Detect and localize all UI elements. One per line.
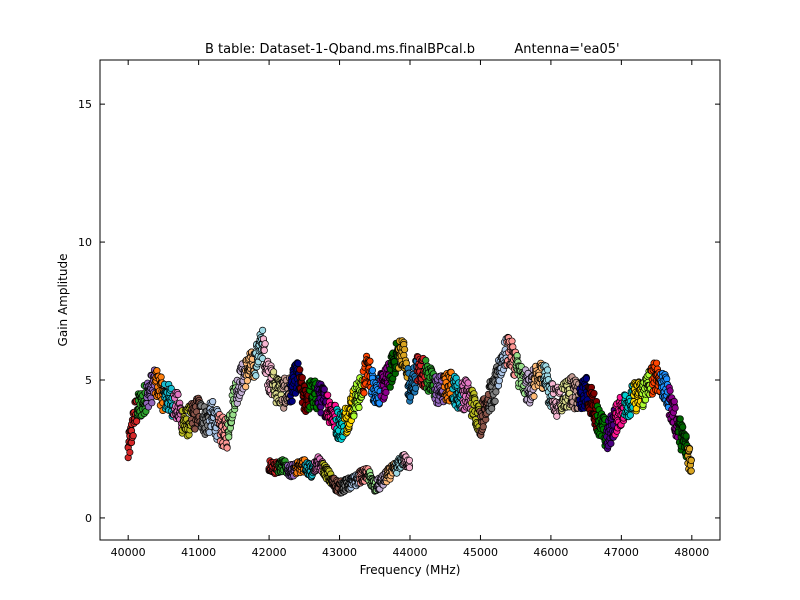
- data-point: [405, 464, 413, 472]
- x-tick-label: 48000: [674, 546, 709, 559]
- data-point: [491, 397, 499, 405]
- data-point: [252, 372, 260, 380]
- data-points: [124, 326, 695, 497]
- data-point: [543, 366, 552, 374]
- data-point: [653, 359, 661, 367]
- data-point: [324, 391, 332, 399]
- data-point: [671, 404, 679, 412]
- data-point: [148, 399, 156, 407]
- data-point: [259, 326, 267, 334]
- data-point: [223, 444, 231, 452]
- data-point: [422, 356, 430, 364]
- y-tick-label: 0: [85, 512, 92, 525]
- data-point: [242, 383, 250, 391]
- data-point: [582, 375, 590, 383]
- y-tick-label: 15: [78, 98, 92, 111]
- data-point: [350, 412, 358, 420]
- data-point: [488, 405, 496, 413]
- x-tick-label: 45000: [463, 546, 498, 559]
- data-point: [296, 366, 304, 374]
- data-point: [626, 411, 634, 419]
- data-point: [607, 439, 615, 447]
- data-point: [686, 445, 694, 453]
- data-point: [209, 398, 217, 406]
- x-tick-label: 42000: [252, 546, 287, 559]
- data-point: [530, 392, 538, 400]
- x-axis-label: Frequency (MHz): [360, 563, 461, 577]
- data-point: [508, 337, 516, 345]
- data-point: [464, 379, 472, 387]
- data-point: [412, 384, 420, 392]
- data-point: [288, 397, 296, 405]
- data-point: [320, 385, 328, 393]
- data-point: [298, 374, 306, 382]
- chart-title-antenna: Antenna='ea05': [514, 42, 619, 57]
- data-point: [260, 346, 268, 354]
- chart-title-table: B table: Dataset-1-Qband.ms.finalBPcal.b: [205, 42, 475, 57]
- data-point: [157, 373, 165, 381]
- data-point: [590, 389, 598, 397]
- data-point: [407, 393, 415, 401]
- data-point: [670, 397, 678, 406]
- data-point: [632, 405, 640, 413]
- data-point: [687, 456, 695, 464]
- data-point: [479, 423, 487, 431]
- data-point: [368, 366, 377, 374]
- data-point: [682, 432, 690, 440]
- axis-ticks: 40000 41000 42000 43000 44000 45000 46000 47000…: [78, 60, 720, 559]
- data-point: [676, 415, 684, 423]
- x-tick-label: 47000: [604, 546, 639, 559]
- data-point: [174, 390, 182, 399]
- data-point: [401, 345, 409, 354]
- y-tick-label: 5: [85, 374, 92, 387]
- data-point: [405, 456, 413, 464]
- data-point: [294, 359, 302, 367]
- data-point: [133, 417, 141, 425]
- data-point: [355, 403, 363, 412]
- data-point: [225, 433, 233, 441]
- y-tick-label: 10: [78, 236, 92, 249]
- x-tick-label: 40000: [111, 546, 146, 559]
- data-point: [191, 425, 199, 433]
- data-point: [126, 448, 134, 456]
- data-point: [666, 387, 674, 395]
- x-tick-label: 46000: [533, 546, 568, 559]
- data-point: [360, 389, 368, 397]
- x-tick-label: 43000: [322, 546, 357, 559]
- data-point: [382, 388, 390, 396]
- data-point: [261, 340, 269, 348]
- data-point: [687, 467, 695, 475]
- data-point: [366, 357, 374, 365]
- data-point: [492, 388, 500, 396]
- data-point: [270, 368, 278, 376]
- data-point: [679, 423, 687, 431]
- x-tick-label: 41000: [181, 546, 216, 559]
- data-point: [129, 432, 137, 440]
- x-tick-label: 44000: [393, 546, 428, 559]
- data-point: [205, 428, 213, 436]
- y-axis-label: Gain Amplitude: [56, 254, 70, 347]
